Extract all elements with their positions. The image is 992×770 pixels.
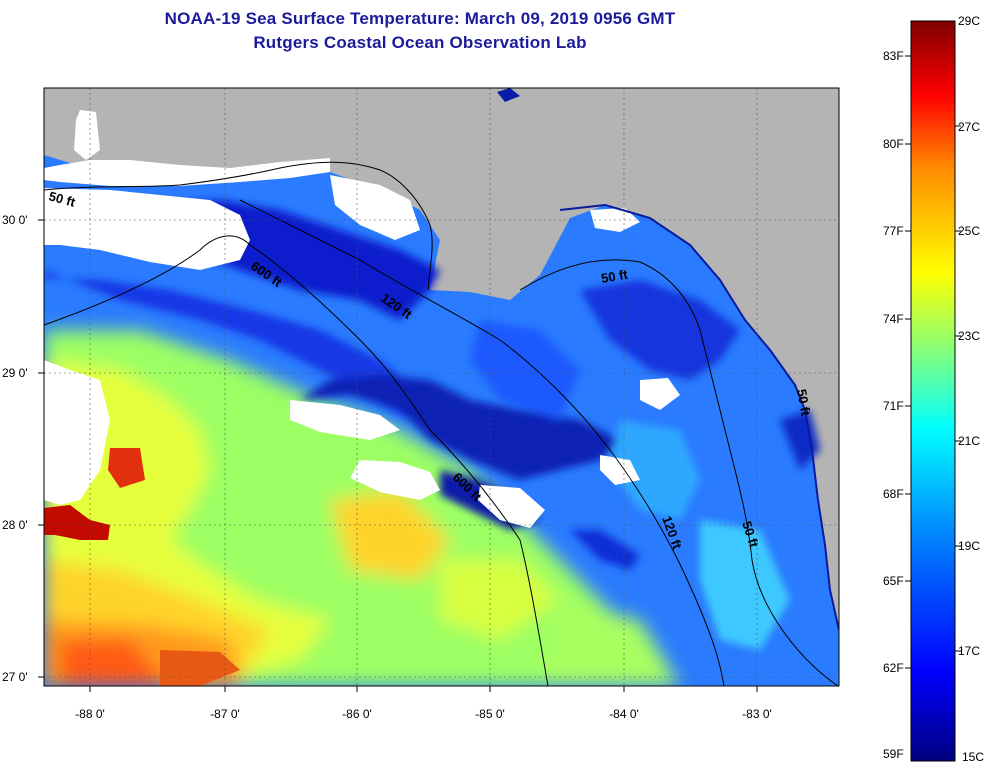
fahrenheit-label: 62F: [883, 661, 904, 675]
lat-tick-label: 30 0': [2, 213, 28, 227]
contour-50ft-east: [519, 259, 839, 686]
lon-tick-label: -85 0': [475, 707, 505, 721]
colorbar-celsius-labels: 29C 27C 25C 23C 21C 19C 17C 15C: [958, 14, 984, 764]
inland-water: [497, 88, 520, 102]
longitude-labels: -88 0' -87 0' -86 0' -85 0' -84 0' -83 0…: [75, 707, 772, 721]
map-title: NOAA-19 Sea Surface Temperature: March 0…: [164, 9, 676, 28]
contour-label: 50 ft: [600, 266, 630, 286]
fahrenheit-label: 80F: [883, 137, 904, 151]
contour-label: 50 ft: [47, 188, 77, 210]
fahrenheit-label: 77F: [883, 224, 904, 238]
celsius-label: 29C: [958, 14, 980, 28]
fahrenheit-label: 83F: [883, 49, 904, 63]
bathymetry-contours: [44, 161, 839, 686]
celsius-label: 27C: [958, 120, 980, 134]
celsius-label: 15C: [962, 750, 984, 764]
map-frame: [43, 87, 840, 687]
celsius-label: 17C: [958, 644, 980, 658]
lon-tick-label: -86 0': [342, 707, 372, 721]
contour-600ft: [44, 235, 549, 686]
celsius-label: 23C: [958, 329, 980, 343]
lat-tick-label: 27 0': [2, 670, 28, 684]
colorbar-ticks: [905, 55, 961, 669]
colorbar-fahrenheit-labels: 83F 80F 77F 74F 71F 68F 65F 62F 59F: [883, 49, 904, 761]
contour-50ft-west: [44, 161, 433, 291]
cloud-patches: [44, 110, 680, 528]
lat-tick-label: 29 0': [2, 366, 28, 380]
latitude-labels: 30 0' 29 0' 28 0' 27 0': [2, 213, 28, 684]
celsius-label: 25C: [958, 224, 980, 238]
celsius-label: 21C: [958, 434, 980, 448]
fahrenheit-label: 71F: [883, 399, 904, 413]
map-subtitle: Rutgers Coastal Ocean Observation Lab: [253, 33, 587, 52]
lon-tick-label: -88 0': [75, 707, 105, 721]
contour-label: 50 ft: [794, 388, 814, 418]
plot-area: 50 ft 600 ft 120 ft 50 ft 600 ft 120 ft …: [44, 88, 839, 686]
east-coastline: [559, 203, 839, 631]
warm-water: [44, 330, 680, 686]
fahrenheit-label: 74F: [883, 312, 904, 326]
lat-tick-label: 28 0': [2, 518, 28, 532]
lon-tick-label: -83 0': [742, 707, 772, 721]
contour-120ft: [239, 199, 725, 686]
colorbar: [910, 20, 956, 762]
celsius-label: 19C: [958, 539, 980, 553]
fahrenheit-label: 59F: [883, 747, 904, 761]
fahrenheit-label: 65F: [883, 574, 904, 588]
tick-marks: [38, 219, 758, 692]
lon-tick-label: -87 0': [210, 707, 240, 721]
lon-tick-label: -84 0': [609, 707, 639, 721]
fahrenheit-label: 68F: [883, 487, 904, 501]
